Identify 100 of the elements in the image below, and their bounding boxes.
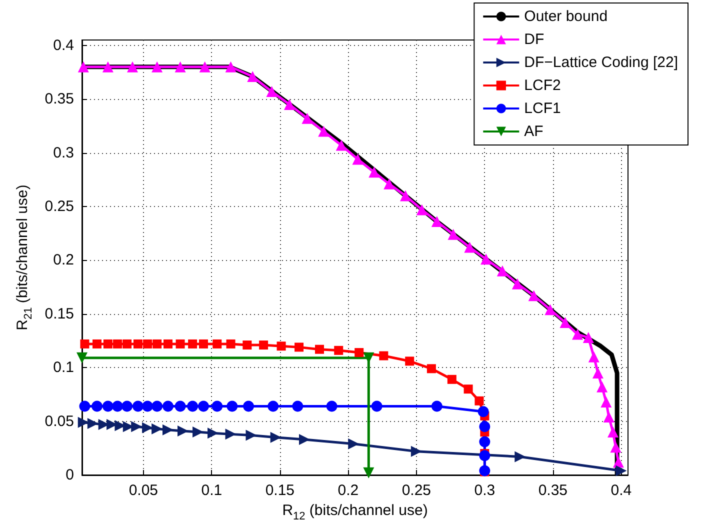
point bbox=[592, 367, 604, 378]
y-tick-label: 0.15 bbox=[44, 305, 74, 322]
point bbox=[474, 396, 484, 406]
point bbox=[464, 384, 473, 394]
point bbox=[103, 339, 112, 348]
legend-label: LCF1 bbox=[524, 100, 561, 117]
point bbox=[163, 339, 172, 348]
point bbox=[246, 430, 257, 441]
point bbox=[315, 344, 324, 354]
point bbox=[225, 428, 236, 440]
point bbox=[92, 400, 103, 412]
point bbox=[127, 61, 138, 72]
point bbox=[80, 339, 90, 348]
point bbox=[142, 400, 154, 412]
point bbox=[610, 442, 622, 453]
x-tick-label: 0.15 bbox=[265, 482, 295, 499]
point bbox=[352, 154, 364, 165]
point bbox=[243, 400, 254, 412]
point bbox=[479, 436, 490, 448]
point bbox=[187, 400, 198, 412]
point bbox=[431, 216, 442, 228]
point bbox=[198, 339, 208, 348]
point bbox=[496, 265, 508, 276]
point bbox=[174, 61, 186, 72]
point bbox=[426, 364, 436, 374]
point bbox=[208, 428, 219, 439]
x-tick-label: 0.4 bbox=[610, 482, 632, 499]
point bbox=[162, 400, 174, 412]
y-tick-label: 0.3 bbox=[53, 144, 74, 162]
x-tick-label: 0.35 bbox=[538, 482, 568, 499]
point bbox=[416, 204, 428, 216]
point bbox=[596, 381, 608, 392]
point bbox=[410, 446, 422, 457]
point bbox=[199, 61, 210, 72]
point bbox=[607, 426, 618, 438]
point bbox=[603, 412, 614, 422]
point bbox=[259, 340, 268, 350]
x-tick-label: 0.1 bbox=[201, 482, 222, 499]
point bbox=[405, 356, 414, 366]
point bbox=[560, 316, 571, 328]
point bbox=[464, 242, 476, 253]
point bbox=[478, 406, 489, 418]
point bbox=[480, 254, 492, 265]
point bbox=[152, 61, 163, 72]
point bbox=[192, 426, 204, 438]
point bbox=[588, 351, 600, 362]
legend-label: DF bbox=[524, 31, 544, 48]
point bbox=[572, 328, 583, 340]
point bbox=[616, 465, 627, 476]
x-tick-label: 0.25 bbox=[402, 482, 432, 499]
point bbox=[354, 348, 364, 358]
point bbox=[131, 421, 142, 432]
legend-label: AF bbox=[524, 123, 544, 140]
point bbox=[247, 71, 258, 82]
point bbox=[302, 112, 313, 124]
point bbox=[379, 351, 388, 360]
point bbox=[78, 61, 89, 72]
point bbox=[582, 332, 594, 344]
point bbox=[152, 400, 163, 412]
point bbox=[363, 467, 374, 478]
point bbox=[212, 400, 223, 412]
point bbox=[112, 339, 122, 348]
point bbox=[544, 304, 556, 316]
point bbox=[448, 228, 459, 240]
point bbox=[514, 451, 526, 462]
point bbox=[298, 434, 310, 446]
point bbox=[294, 342, 304, 352]
point bbox=[600, 396, 612, 408]
legend-label: DF−Lattice Coding [22] bbox=[524, 54, 678, 71]
y-tick-label: 0 bbox=[66, 466, 74, 484]
point bbox=[226, 339, 236, 348]
point bbox=[152, 339, 162, 348]
point bbox=[400, 190, 412, 202]
y-axis-title: R21 (bits/channel use) bbox=[14, 184, 34, 330]
point bbox=[326, 400, 338, 412]
point bbox=[143, 339, 152, 348]
point bbox=[198, 400, 209, 412]
point bbox=[336, 140, 347, 151]
point bbox=[122, 400, 133, 412]
point bbox=[368, 166, 380, 178]
point bbox=[348, 438, 360, 450]
point bbox=[79, 400, 90, 412]
y-tick-label: 0.2 bbox=[53, 252, 74, 269]
point bbox=[266, 86, 278, 98]
point bbox=[162, 424, 174, 436]
point bbox=[528, 290, 540, 302]
point bbox=[212, 339, 222, 348]
point bbox=[242, 340, 252, 350]
y-tick-label: 0.4 bbox=[53, 36, 74, 54]
x-tick-label: 0.2 bbox=[338, 482, 359, 499]
point bbox=[284, 98, 295, 110]
point bbox=[479, 450, 490, 462]
point bbox=[133, 339, 142, 348]
point bbox=[76, 352, 88, 364]
point bbox=[188, 339, 198, 348]
point bbox=[174, 400, 186, 412]
point bbox=[122, 339, 132, 348]
y-tick-label: 0.35 bbox=[44, 90, 74, 108]
point bbox=[226, 400, 238, 412]
point bbox=[132, 400, 144, 412]
